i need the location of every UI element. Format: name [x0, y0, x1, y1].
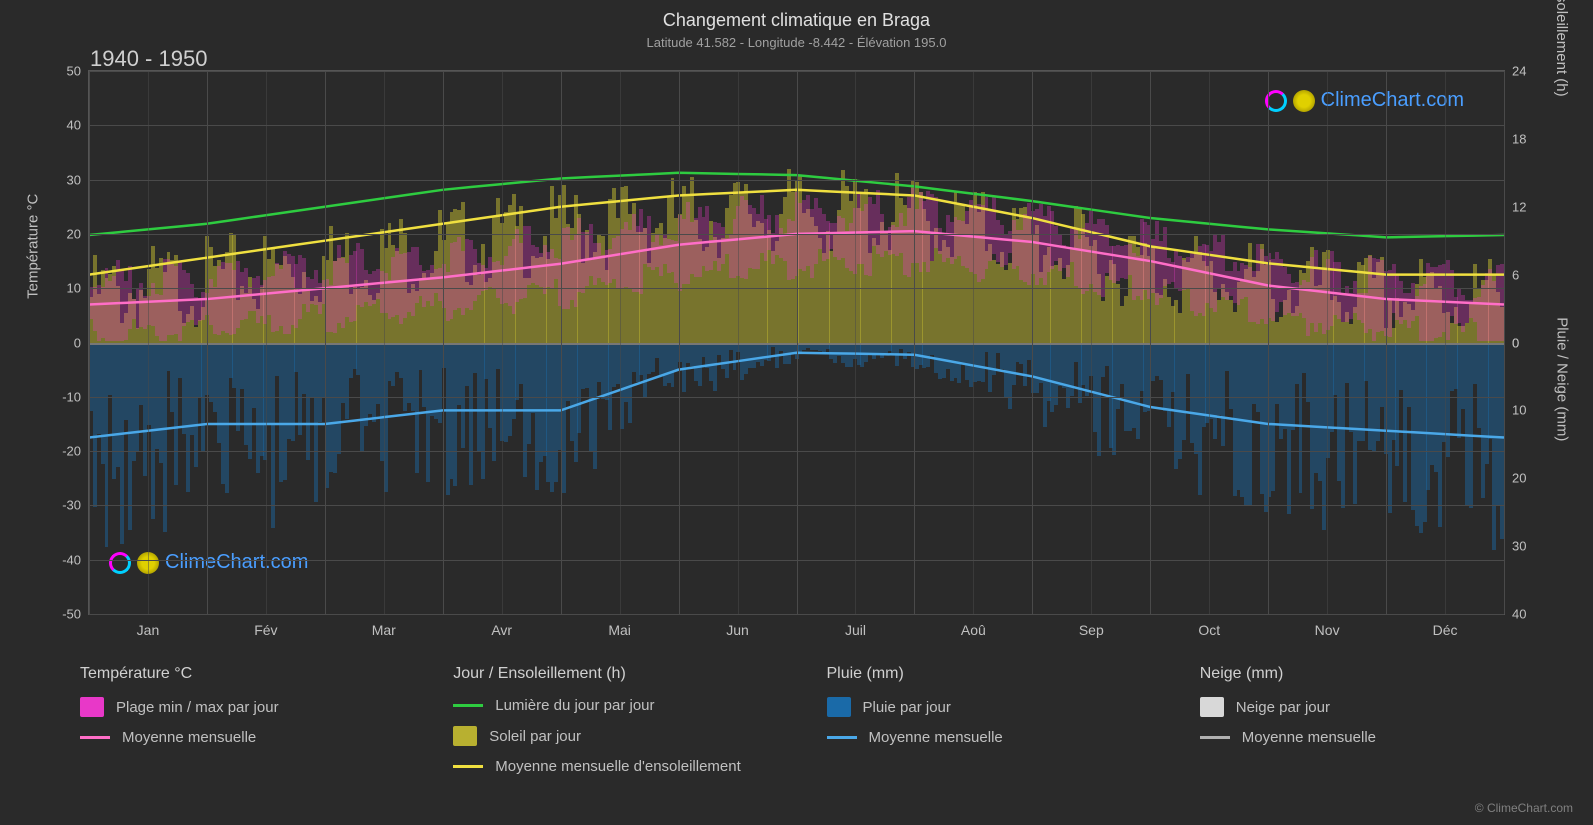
- x-tick-month: Nov: [1315, 622, 1340, 638]
- legend-item: Lumière du jour par jour: [453, 697, 766, 714]
- legend-swatch-icon: [827, 697, 851, 717]
- y-right-top-tick: 18: [1512, 131, 1552, 146]
- legend-label: Moyenne mensuelle: [122, 729, 256, 746]
- chart-subtitle: Latitude 41.582 - Longitude -8.442 - Élé…: [60, 35, 1533, 50]
- legend-swatch-icon: [80, 697, 104, 717]
- y-axis-left-title: Température °C: [25, 193, 42, 298]
- x-tick-month: Oct: [1198, 622, 1220, 638]
- y-right-bottom-tick: 30: [1512, 539, 1552, 554]
- y-left-tick: -40: [41, 552, 81, 567]
- legend-heading: Neige (mm): [1200, 665, 1513, 683]
- x-tick-month: Jan: [137, 622, 160, 638]
- legend-label: Soleil par jour: [489, 728, 581, 745]
- x-tick-month: Jun: [726, 622, 749, 638]
- legend-swatch-icon: [1200, 697, 1224, 717]
- copyright: © ClimeChart.com: [1475, 801, 1573, 815]
- legend-swatch-icon: [453, 726, 477, 746]
- y-left-tick: -20: [41, 444, 81, 459]
- legend-line-icon: [80, 736, 110, 739]
- x-tick-month: Sep: [1079, 622, 1104, 638]
- y-right-bottom-tick: 10: [1512, 403, 1552, 418]
- y-right-bottom-tick: 0: [1512, 335, 1552, 350]
- x-tick-month: Aoû: [961, 622, 986, 638]
- watermark-bottom: ClimeChart.com: [109, 551, 308, 574]
- legend-col-snow: Neige (mm) Neige par jour Moyenne mensue…: [1200, 665, 1513, 805]
- legend-item: Pluie par jour: [827, 697, 1140, 717]
- legend-label: Moyenne mensuelle d'ensoleillement: [495, 758, 741, 775]
- x-tick-month: Fév: [254, 622, 277, 638]
- legend-label: Lumière du jour par jour: [495, 697, 654, 714]
- x-tick-month: Déc: [1433, 622, 1458, 638]
- legend: Température °C Plage min / max par jour …: [80, 665, 1513, 805]
- x-tick-month: Avr: [491, 622, 512, 638]
- watermark-text: ClimeChart.com: [1321, 89, 1464, 112]
- legend-item: Moyenne mensuelle: [80, 729, 393, 746]
- y-left-tick: -10: [41, 389, 81, 404]
- watermark-top: ClimeChart.com: [1265, 89, 1464, 112]
- legend-item: Neige par jour: [1200, 697, 1513, 717]
- y-left-tick: 30: [41, 172, 81, 187]
- legend-line-icon: [453, 765, 483, 768]
- legend-item: Soleil par jour: [453, 726, 766, 746]
- y-left-tick: -30: [41, 498, 81, 513]
- y-left-tick: 40: [41, 118, 81, 133]
- y-left-tick: 50: [41, 64, 81, 79]
- legend-label: Moyenne mensuelle: [869, 729, 1003, 746]
- watermark-text: ClimeChart.com: [165, 551, 308, 574]
- logo-circle-icon: [109, 552, 131, 574]
- legend-col-sun: Jour / Ensoleillement (h) Lumière du jou…: [453, 665, 766, 805]
- legend-heading: Pluie (mm): [827, 665, 1140, 683]
- y-right-bottom-tick: 20: [1512, 471, 1552, 486]
- plot-area: ClimeChart.com ClimeChart.com Températur…: [88, 70, 1505, 615]
- legend-heading: Température °C: [80, 665, 393, 683]
- x-tick-month: Mar: [372, 622, 396, 638]
- legend-line-icon: [827, 736, 857, 739]
- y-left-tick: 20: [41, 226, 81, 241]
- y-right-top-tick: 6: [1512, 267, 1552, 282]
- y-right-top-tick: 24: [1512, 64, 1552, 79]
- y-axis-right-top-title: Jour / Ensoleillement (h): [1554, 0, 1571, 96]
- y-left-tick: 0: [41, 335, 81, 350]
- legend-label: Pluie par jour: [863, 699, 951, 716]
- legend-col-temp: Température °C Plage min / max par jour …: [80, 665, 393, 805]
- legend-item: Plage min / max par jour: [80, 697, 393, 717]
- legend-label: Neige par jour: [1236, 699, 1330, 716]
- legend-col-rain: Pluie (mm) Pluie par jour Moyenne mensue…: [827, 665, 1140, 805]
- legend-item: Moyenne mensuelle: [827, 729, 1140, 746]
- chart-title: Changement climatique en Braga: [60, 10, 1533, 31]
- period-label: 1940 - 1950: [90, 46, 207, 72]
- y-axis-right-bottom-title: Pluie / Neige (mm): [1554, 317, 1571, 441]
- y-left-tick: 10: [41, 281, 81, 296]
- legend-item: Moyenne mensuelle: [1200, 729, 1513, 746]
- x-tick-month: Juil: [845, 622, 866, 638]
- y-right-top-tick: 12: [1512, 199, 1552, 214]
- legend-line-icon: [453, 704, 483, 707]
- x-tick-month: Mai: [608, 622, 631, 638]
- legend-label: Moyenne mensuelle: [1242, 729, 1376, 746]
- y-right-bottom-tick: 40: [1512, 607, 1552, 622]
- legend-heading: Jour / Ensoleillement (h): [453, 665, 766, 683]
- legend-line-icon: [1200, 736, 1230, 739]
- y-left-tick: -50: [41, 607, 81, 622]
- legend-item: Moyenne mensuelle d'ensoleillement: [453, 758, 766, 775]
- legend-label: Plage min / max par jour: [116, 699, 279, 716]
- logo-sun-icon: [1293, 90, 1315, 112]
